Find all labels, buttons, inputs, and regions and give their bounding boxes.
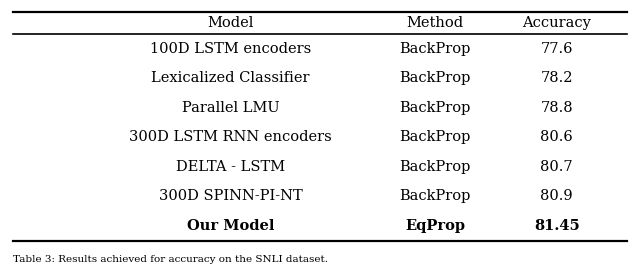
Text: 77.6: 77.6 bbox=[541, 42, 573, 56]
Text: Parallel LMU: Parallel LMU bbox=[182, 101, 279, 115]
Text: DELTA - LSTM: DELTA - LSTM bbox=[176, 160, 285, 174]
Text: Table 3: Results achieved for accuracy on the SNLI dataset.: Table 3: Results achieved for accuracy o… bbox=[13, 255, 328, 264]
Text: 80.9: 80.9 bbox=[541, 189, 573, 203]
Text: BackProp: BackProp bbox=[399, 101, 471, 115]
Text: Accuracy: Accuracy bbox=[522, 16, 591, 30]
Text: Our Model: Our Model bbox=[187, 219, 274, 233]
Text: 300D LSTM RNN encoders: 300D LSTM RNN encoders bbox=[129, 130, 332, 144]
Text: Method: Method bbox=[406, 16, 464, 30]
Text: EqProp: EqProp bbox=[405, 219, 465, 233]
Text: 300D SPINN-PI-NT: 300D SPINN-PI-NT bbox=[159, 189, 302, 203]
Text: 78.2: 78.2 bbox=[541, 71, 573, 85]
Text: 100D LSTM encoders: 100D LSTM encoders bbox=[150, 42, 311, 56]
Text: Model: Model bbox=[207, 16, 253, 30]
Text: 78.8: 78.8 bbox=[541, 101, 573, 115]
Text: BackProp: BackProp bbox=[399, 189, 471, 203]
Text: BackProp: BackProp bbox=[399, 71, 471, 85]
Text: BackProp: BackProp bbox=[399, 130, 471, 144]
Text: 80.6: 80.6 bbox=[540, 130, 573, 144]
Text: BackProp: BackProp bbox=[399, 160, 471, 174]
Text: BackProp: BackProp bbox=[399, 42, 471, 56]
Text: 81.45: 81.45 bbox=[534, 219, 580, 233]
Text: 80.7: 80.7 bbox=[541, 160, 573, 174]
Text: Lexicalized Classifier: Lexicalized Classifier bbox=[151, 71, 310, 85]
